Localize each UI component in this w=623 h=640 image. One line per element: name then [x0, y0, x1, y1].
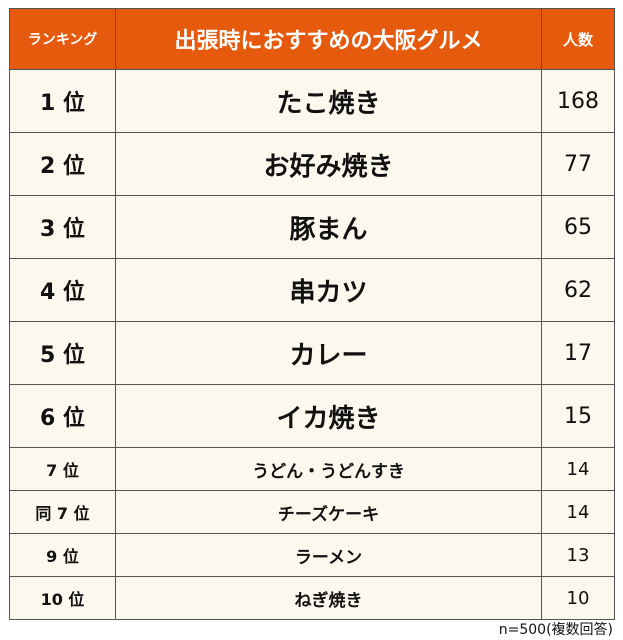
rank-cell: 6 位 [9, 384, 116, 448]
count-cell: 65 [541, 195, 615, 259]
table-row: 1 位たこ焼き 168 [9, 69, 615, 133]
rank-cell: 9 位 [9, 533, 116, 577]
table-row: 10 位ねぎ焼き 10 [9, 576, 615, 620]
header-rank: ランキング [9, 8, 116, 70]
table-row: 9 位ラーメン 13 [9, 533, 615, 577]
rank-cell: 3 位 [9, 195, 116, 259]
rank-cell: 10 位 [9, 576, 116, 620]
count-cell: 14 [541, 447, 615, 491]
header-count: 人数 [541, 8, 615, 70]
gourmet-name-cell: イカ焼き [115, 384, 542, 448]
header-title: 出張時におすすめの大阪グルメ [115, 8, 542, 70]
count-cell: 168 [541, 69, 615, 133]
gourmet-name-cell: ラーメン [115, 533, 542, 577]
rank-cell: 1 位 [9, 69, 116, 133]
count-cell: 62 [541, 258, 615, 322]
table-row: 4 位串カツ 62 [9, 258, 615, 322]
table-row: 2 位お好み焼き 77 [9, 132, 615, 196]
gourmet-name-cell: ねぎ焼き [115, 576, 542, 620]
table-row: 3 位豚まん 65 [9, 195, 615, 259]
rank-cell: 5 位 [9, 321, 116, 385]
table-row: 5 位カレー 17 [9, 321, 615, 385]
gourmet-name-cell: うどん・うどんすき [115, 447, 542, 491]
count-cell: 17 [541, 321, 615, 385]
table-row: 6 位イカ焼き 15 [9, 384, 615, 448]
rank-cell: 2 位 [9, 132, 116, 196]
count-cell: 77 [541, 132, 615, 196]
gourmet-name-cell: 豚まん [115, 195, 542, 259]
rank-cell: 7 位 [9, 447, 116, 491]
count-cell: 14 [541, 490, 615, 534]
table-row: 同 7 位チーズケーキ 14 [9, 490, 615, 534]
rank-cell: 4 位 [9, 258, 116, 322]
rank-cell: 同 7 位 [9, 490, 116, 534]
gourmet-name-cell: チーズケーキ [115, 490, 542, 534]
count-cell: 10 [541, 576, 615, 620]
gourmet-name-cell: カレー [115, 321, 542, 385]
header-row: ランキング 出張時におすすめの大阪グルメ 人数 [9, 8, 615, 70]
gourmet-name-cell: お好み焼き [115, 132, 542, 196]
gourmet-name-cell: 串カツ [115, 258, 542, 322]
table-row: 7 位うどん・うどんすき 14 [9, 447, 615, 491]
ranking-table: ランキング 出張時におすすめの大阪グルメ 人数 1 位たこ焼き 168 2 位お好み… [9, 8, 615, 620]
gourmet-name-cell: たこ焼き [115, 69, 542, 133]
count-cell: 13 [541, 533, 615, 577]
count-cell: 15 [541, 384, 615, 448]
footnote: n=500(複数回答) [498, 622, 613, 638]
